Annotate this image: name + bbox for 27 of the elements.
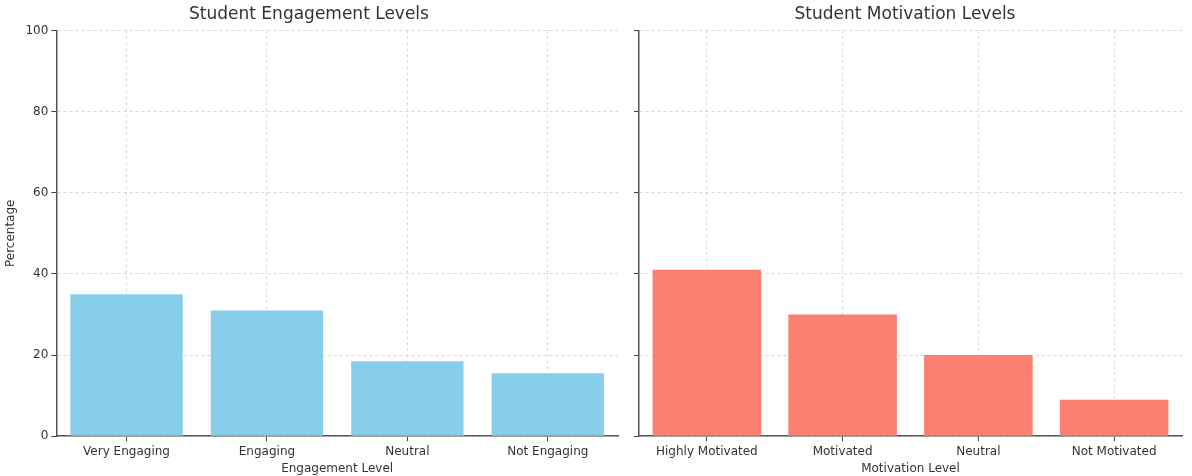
chart-title: Student Engagement Levels bbox=[189, 2, 430, 23]
x-axis-title: Engagement Level bbox=[281, 460, 394, 475]
y-tick-label: 80 bbox=[33, 103, 49, 118]
bar bbox=[70, 294, 183, 436]
x-tick-label: Neutral bbox=[956, 443, 1001, 458]
y-axis-title: Percentage bbox=[3, 199, 18, 268]
bar bbox=[491, 373, 604, 436]
bar bbox=[924, 355, 1033, 436]
y-tick-label: 100 bbox=[25, 22, 49, 37]
y-tick-label: 60 bbox=[33, 184, 49, 199]
x-tick-label: Neutral bbox=[385, 443, 430, 458]
bar bbox=[788, 314, 897, 436]
y-tick-label: 20 bbox=[33, 347, 49, 362]
bar bbox=[210, 310, 324, 436]
x-tick-label: Highly Motivated bbox=[656, 443, 758, 458]
x-axis-title: Motivation Level bbox=[861, 460, 960, 475]
bar bbox=[351, 361, 464, 436]
x-tick-label: Not Motivated bbox=[1071, 443, 1157, 458]
bar bbox=[1059, 399, 1169, 436]
y-tick-label: 40 bbox=[33, 266, 49, 281]
x-tick-label: Motivated bbox=[812, 443, 873, 458]
x-tick-label: Engaging bbox=[238, 443, 296, 458]
x-tick-label: Not Engaging bbox=[507, 443, 589, 458]
chart-title: Student Motivation Levels bbox=[794, 2, 1016, 23]
y-tick-label: 0 bbox=[40, 428, 49, 443]
x-tick-label: Very Engaging bbox=[83, 443, 170, 458]
bar bbox=[652, 269, 762, 436]
